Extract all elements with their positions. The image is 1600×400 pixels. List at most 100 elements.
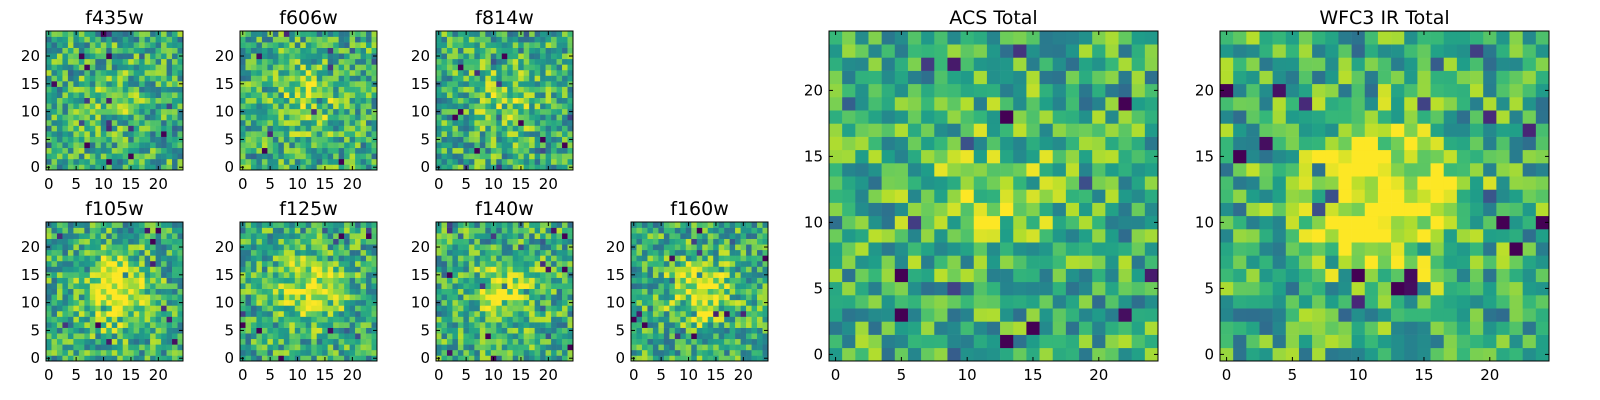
heatmap-cell (490, 288, 497, 295)
heatmap-cell (338, 249, 345, 256)
heatmap-cell (122, 244, 129, 251)
heatmap-cell (751, 327, 758, 334)
heatmap-cell (652, 260, 659, 267)
heatmap-cell (518, 86, 524, 93)
heatmap-cell (680, 238, 687, 245)
heatmap-cell (452, 305, 459, 312)
heatmap-cell (267, 249, 274, 256)
heatmap-cell (934, 242, 948, 256)
heatmap-cell (556, 164, 563, 171)
heatmap-cell (551, 119, 557, 126)
heatmap-cell (1039, 268, 1054, 283)
heatmap-cell (512, 316, 519, 323)
heatmap-cell (166, 333, 173, 340)
heatmap-cell (518, 136, 524, 143)
heatmap-cell (507, 131, 514, 137)
heatmap-cell (111, 277, 118, 284)
heatmap-cell (150, 64, 156, 71)
heatmap-cell (289, 103, 296, 110)
heatmap-cell (512, 47, 519, 54)
heatmap-cell (67, 97, 74, 104)
heatmap-cell (960, 176, 975, 190)
heatmap-cell (680, 327, 687, 334)
heatmap-cell (512, 158, 519, 165)
heatmap-cell (556, 294, 563, 301)
heatmap-cell (457, 153, 464, 160)
heatmap-cell (245, 97, 252, 104)
heatmap-cell (172, 288, 178, 295)
heatmap-cell (305, 64, 312, 71)
heatmap-cell (67, 92, 74, 99)
heatmap-cell (523, 255, 530, 262)
heatmap-cell (680, 222, 687, 228)
heatmap-cell (333, 233, 339, 239)
heatmap-cell (1052, 215, 1067, 230)
heatmap-cell (713, 305, 719, 312)
heatmap-cell (518, 108, 524, 115)
heatmap-cell (338, 86, 345, 93)
heatmap-cell (344, 81, 350, 87)
heatmap-cell (360, 349, 367, 356)
heatmap-cell (366, 81, 372, 87)
heatmap-cell (78, 277, 85, 284)
heatmap-cell (349, 244, 356, 251)
heatmap-cell (78, 86, 85, 93)
heatmap-cell (172, 103, 178, 110)
heatmap-cell (360, 316, 367, 323)
heatmap-cell (518, 288, 524, 295)
heatmap-cell (316, 147, 323, 154)
heatmap-cell (762, 260, 769, 267)
x-tick-label: 15 (511, 175, 530, 193)
heatmap-cell (452, 53, 459, 60)
heatmap-cell (278, 277, 285, 284)
heatmap-cell (713, 333, 719, 340)
heatmap-cell (512, 349, 519, 356)
heatmap-cell (250, 69, 257, 76)
heatmap-cell (133, 344, 140, 351)
heatmap-cell (534, 249, 541, 256)
heatmap-cell (155, 108, 162, 115)
heatmap-cell (446, 81, 453, 87)
heatmap-cell (986, 215, 1001, 230)
heatmap-cell (117, 322, 124, 328)
heatmap-cell (452, 119, 459, 126)
heatmap-cell (311, 119, 318, 126)
heatmap-cell (294, 322, 301, 328)
heatmap-cell (95, 333, 102, 340)
heatmap-cell (272, 136, 279, 143)
heatmap-cell (534, 69, 541, 76)
heatmap-cell (289, 322, 296, 328)
heatmap-cell (172, 86, 178, 93)
heatmap-cell (56, 305, 63, 312)
heatmap-cell (436, 305, 442, 312)
heatmap-cell (490, 103, 497, 110)
heatmap-cell (691, 305, 698, 312)
heatmap-cell (300, 114, 307, 121)
heatmap-cell (479, 310, 486, 317)
heatmap-cell (567, 64, 574, 71)
heatmap-cell (691, 249, 698, 256)
heatmap-cell (305, 283, 312, 290)
heatmap-cell (696, 305, 703, 312)
heatmap-cell (305, 131, 312, 137)
heatmap-cell (139, 42, 145, 48)
heatmap-cell (111, 86, 118, 93)
heatmap-cell (267, 136, 274, 143)
heatmap-cell (371, 64, 378, 71)
heatmap-cell (349, 283, 356, 290)
heatmap-cell (311, 260, 318, 267)
heatmap-cell (56, 147, 63, 154)
heatmap-cell (261, 349, 268, 356)
heatmap-cell (452, 272, 459, 278)
x-tick-label: 20 (343, 366, 362, 384)
heatmap-cell (556, 222, 563, 228)
heatmap-cell (338, 338, 345, 345)
heatmap-cell (128, 53, 134, 60)
heatmap-cell (523, 103, 530, 110)
heatmap-cell (512, 272, 519, 278)
heatmap-cell (250, 310, 257, 317)
heatmap-cell (327, 131, 334, 137)
heatmap-cell (267, 255, 274, 262)
heatmap-cell (669, 338, 676, 345)
